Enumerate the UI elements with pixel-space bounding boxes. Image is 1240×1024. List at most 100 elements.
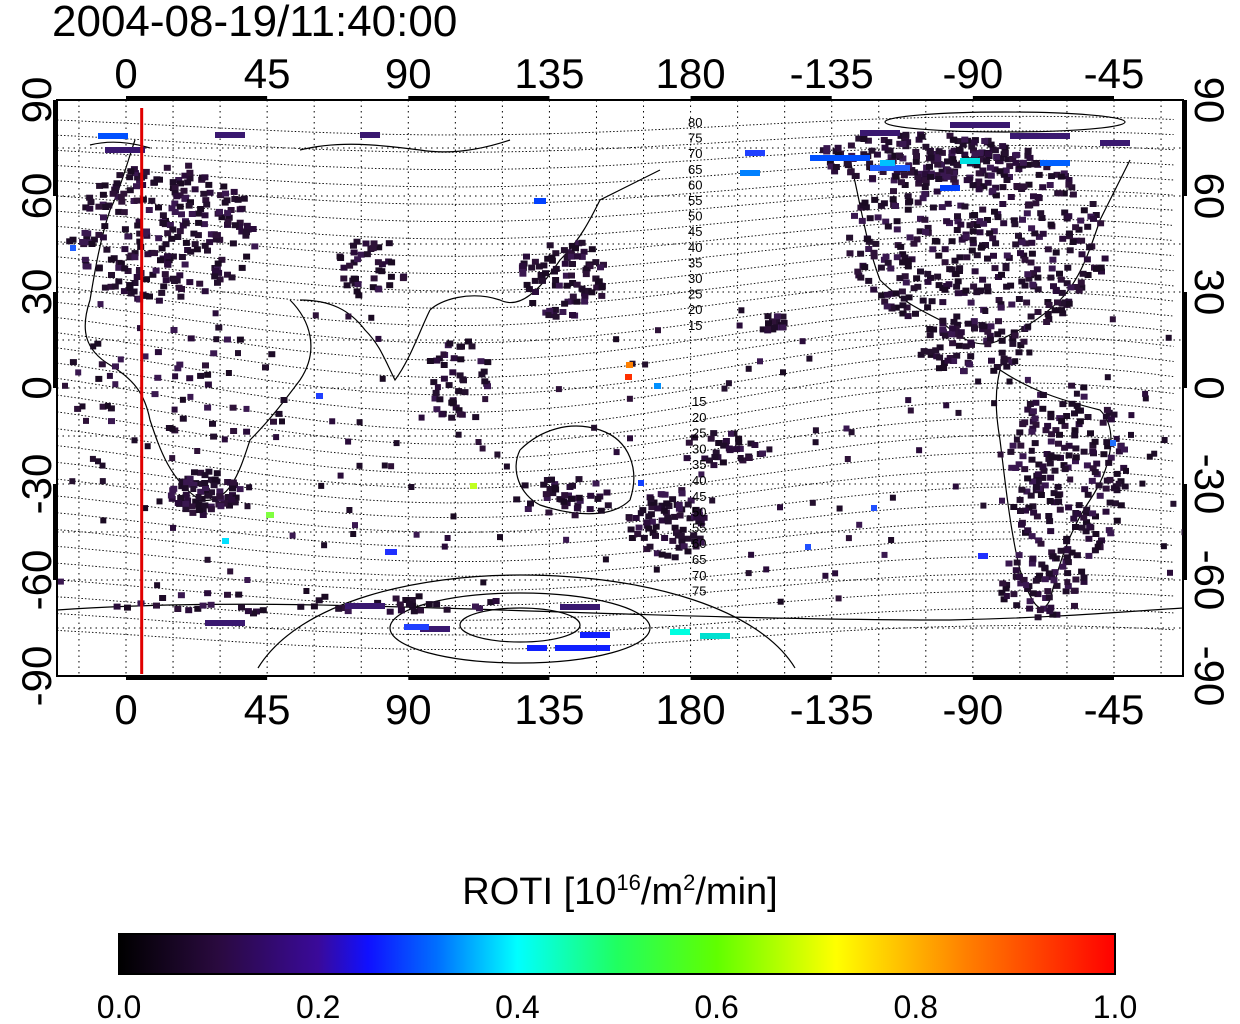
roti-point [220,183,228,190]
roti-point [900,172,908,179]
roti-point [224,221,231,228]
roti-point [645,525,653,532]
roti-point [1066,247,1074,254]
roti-point [961,151,969,158]
roti-point [75,369,82,376]
roti-point [843,160,851,166]
roti-point [1050,283,1057,290]
roti-point [1092,531,1100,537]
y-tick-label-right: 90 [1186,77,1233,124]
roti-point [975,378,982,385]
roti-point [1026,401,1034,407]
x-tick-label-bottom: 90 [385,686,432,733]
roti-point [561,260,569,267]
roti-point [990,252,997,259]
y-tick-label-left: 60 [13,173,60,220]
roti-point [215,324,223,331]
roti-point [360,132,380,138]
roti-point [1020,338,1028,345]
roti-point [647,511,655,518]
frame-bar [972,676,1114,680]
roti-point [670,629,690,635]
roti-point [1035,537,1043,544]
contour-label: 50 [688,209,702,224]
roti-point [1142,390,1149,397]
roti-point [757,358,763,365]
roti-point [388,259,396,266]
roti-point [950,147,958,154]
roti-point [440,351,447,358]
roti-point [216,493,224,500]
roti-point [683,455,691,462]
roti-point [236,486,244,493]
roti-point [602,556,609,563]
contour-label: 55 [688,193,702,208]
contour-label: 40 [688,240,702,255]
roti-point [1002,167,1010,174]
roti-point [519,270,527,277]
roti-point [967,339,975,346]
roti-point [1047,528,1055,535]
contour-pole-loop [459,607,581,643]
roti-point [83,234,91,241]
roti-point [871,505,877,511]
roti-point [866,160,874,167]
roti-point [935,282,943,289]
roti-point [904,258,912,265]
roti-point [1044,246,1052,253]
roti-point [823,145,831,152]
roti-point [934,273,942,280]
roti-point [987,172,995,179]
roti-point [1106,476,1114,483]
roti-point [171,406,178,413]
colorbar-tick-label: 0.4 [495,989,539,1024]
roti-point [1022,240,1030,247]
roti-point [639,507,647,514]
contour-label: 65 [688,162,702,177]
roti-point [224,591,231,598]
roti-point [102,204,110,210]
roti-point [214,279,221,286]
roti-point [925,348,933,355]
roti-point [970,139,978,146]
contour-pole-loop [257,574,796,669]
roti-point [959,141,967,148]
roti-point [154,582,161,589]
roti-point [199,602,207,609]
y-tick-label-left: -30 [13,454,60,515]
roti-point [487,599,495,606]
roti-point [350,242,357,249]
roti-point [192,498,200,505]
roti-point [1020,576,1028,583]
roti-point [889,196,897,203]
roti-point [912,158,920,165]
roti-point [1039,463,1047,470]
roti-point [999,497,1005,504]
roti-point [1029,408,1037,415]
roti-point [104,402,111,409]
roti-point [1047,474,1055,481]
roti-point [204,371,212,378]
roti-point [444,535,451,541]
roti-point [89,455,96,462]
roti-point [1043,451,1051,457]
roti-point [379,375,386,382]
roti-point [1047,221,1055,228]
roti-point [775,324,783,331]
roti-point [440,375,448,382]
roti-point [226,502,233,509]
roti-point [477,358,485,365]
contour-line [57,130,1174,153]
roti-point [340,264,348,271]
contour-label: 35 [688,255,702,270]
roti-point [691,538,699,545]
roti-point [243,222,251,229]
roti-point [979,156,987,163]
roti-point [69,478,76,485]
roti-point [524,506,532,512]
roti-point [822,572,829,579]
roti-point [206,239,214,246]
roti-point [175,284,183,291]
roti-point [1080,578,1088,585]
roti-point [648,496,655,503]
